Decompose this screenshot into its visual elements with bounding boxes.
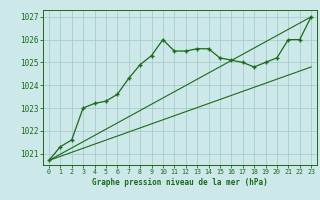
X-axis label: Graphe pression niveau de la mer (hPa): Graphe pression niveau de la mer (hPa) bbox=[92, 178, 268, 187]
